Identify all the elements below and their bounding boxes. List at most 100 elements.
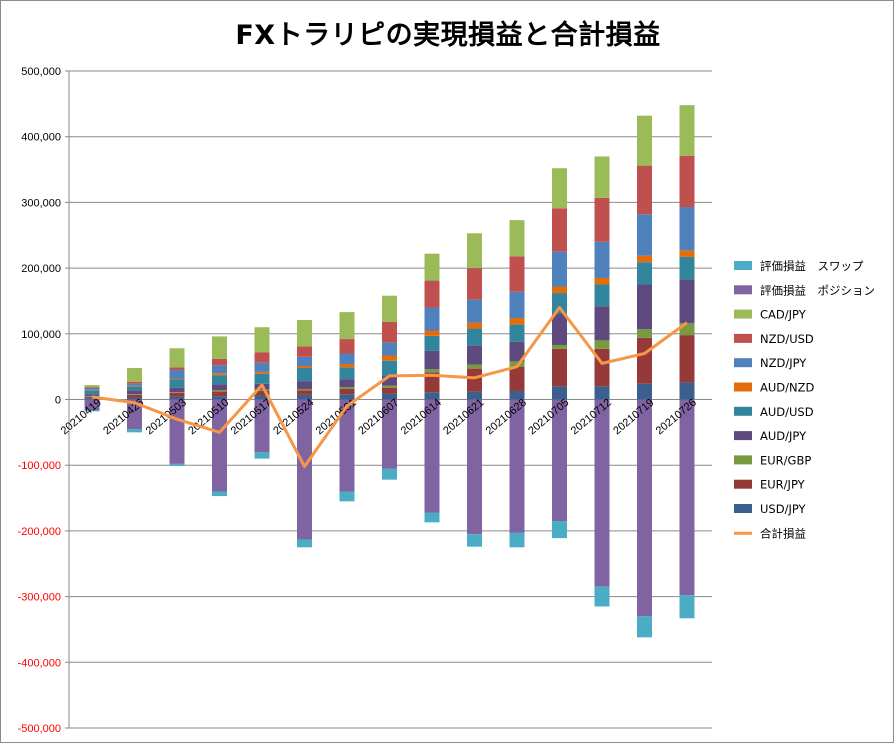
ytick-label: 0 [55,395,61,407]
bar-segment [424,253,440,281]
bar-segment [509,532,525,548]
legend-swatch [734,358,752,368]
bar-segment [169,379,185,388]
bar-segment [339,491,355,502]
bar-segment [297,320,312,347]
bar-segment [552,251,567,287]
legend-label: 評価損益 スワップ [760,259,864,273]
bar-segment [127,367,142,382]
bar-segment [679,335,695,383]
bar-segment [339,312,355,340]
bar-segment [169,387,185,393]
legend-swatch [734,285,752,295]
legend-swatch [734,455,752,465]
bar-segment [467,399,482,535]
bar-segment [594,399,610,587]
legend-label: CAD/JPY [760,308,807,322]
bar-segment [254,327,270,353]
legend-item: EUR/GBP [734,453,811,467]
bar-segment [297,388,312,391]
legend-item: USD/JPY [734,502,807,516]
bar-segment [467,534,482,547]
bar-segment [637,284,652,330]
bar-segment [594,277,610,285]
bar-segment [424,350,440,370]
ytick-label: -500,000 [18,723,61,735]
bar-segment [297,367,312,382]
ytick-label: 200,000 [21,263,61,275]
legend-item: AUD/NZD [734,381,814,395]
legend-item: CAD/JPY [734,308,807,322]
bar-segment [84,394,100,397]
bar-segment [552,168,567,209]
bar-segment [467,268,482,300]
legend-label: AUD/NZD [760,381,814,395]
bar-segment [424,372,440,393]
bar-segment [594,586,610,607]
bar-segment [637,115,652,166]
bar-segment [127,397,142,400]
bar-segment [552,286,567,294]
bar-segment [679,382,695,400]
legend-swatch [734,382,752,392]
ytick-label: -300,000 [18,592,61,604]
bar-segment [84,398,100,400]
legend-swatch [734,309,752,319]
bar-segment [169,369,185,379]
xtick-label: 20210419 [59,397,104,438]
legend-item: NZD/USD [734,332,814,346]
bar-segment [552,399,567,522]
bar-segment [424,307,440,331]
bar-segment [424,280,440,308]
chart-title: FXトラリピの実現損益と合計損益 [235,20,661,51]
bar-segment [169,399,185,464]
bar-segment [127,383,142,386]
bar-segment [382,385,397,388]
bar-segment [84,390,100,395]
bar-segment [679,250,695,257]
bar-segment [297,356,312,366]
bar-segment [127,429,142,433]
ytick-label: 500,000 [21,66,61,78]
bar-segment [169,463,185,466]
bar-segment [594,386,610,400]
bar-segment [552,344,567,349]
ytick-label: 100,000 [21,329,61,341]
bar-segment [254,362,270,372]
bar-segment [382,399,397,469]
bar-segment [637,616,652,638]
bar-segment [637,214,652,256]
bar-segment [467,233,482,269]
bar-segment [467,391,482,400]
bar-segment [594,284,610,307]
bar-segment [637,165,652,215]
bar-segment [509,324,525,342]
legend-item: NZD/JPY [734,356,807,370]
bar-segment [382,342,397,356]
bar-segment [169,378,185,380]
bar-segment [212,399,227,492]
bar-segment [84,410,100,412]
total-pl-line [91,306,688,469]
bar-segment [679,323,695,336]
bar-segment [679,399,695,596]
legend-swatch [734,406,752,416]
bar-segment [339,353,355,365]
ytick-label: 400,000 [21,132,61,144]
bar-segment [169,348,185,368]
bar-segment [127,381,142,384]
bar-segment [339,367,355,380]
bar-segment [84,396,100,397]
bar-segment [297,390,312,395]
bar-segment [84,387,100,390]
bar-segment [552,521,567,539]
bar-segment [254,399,270,453]
bar-segment [382,295,397,322]
bar-segment [297,394,312,400]
legend-item: EUR/JPY [734,478,806,492]
bar-segment [424,369,440,373]
bar-segment [297,399,312,540]
bar-segment [594,340,610,349]
bar-segment [339,387,355,389]
bar-segment [339,364,355,368]
